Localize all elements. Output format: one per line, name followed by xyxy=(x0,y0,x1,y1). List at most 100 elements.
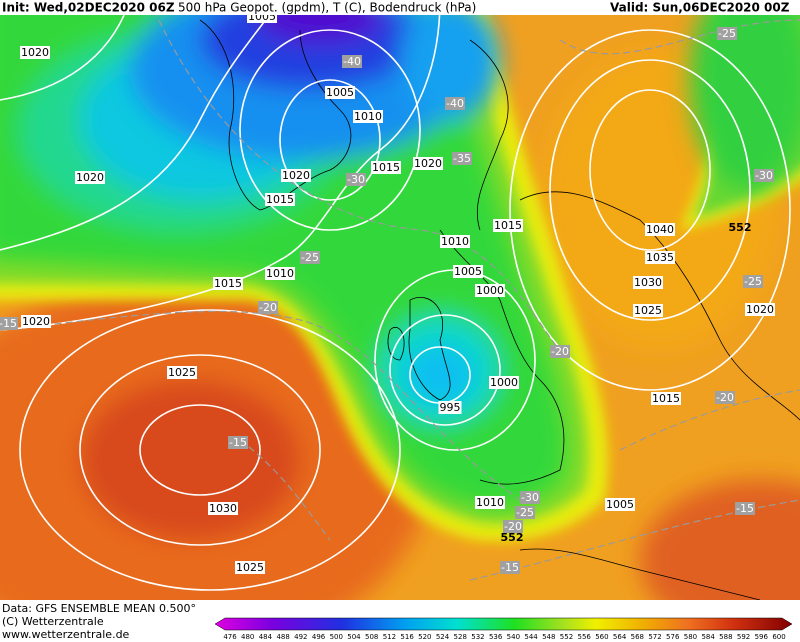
pressure-label-bg xyxy=(633,304,663,317)
pressure-label-bg xyxy=(438,401,462,414)
temperature-label-bg xyxy=(754,169,774,182)
pressure-label: 1020 xyxy=(746,303,774,316)
pressure-label-bg xyxy=(440,235,470,248)
temperature-label-bg xyxy=(258,301,278,314)
coastlines xyxy=(199,19,800,600)
temperature-label: -15 xyxy=(229,436,247,449)
pressure-label: 1015 xyxy=(494,219,522,232)
pressure-label: 1020 xyxy=(282,169,310,182)
pressure-label: 1000 xyxy=(476,284,504,297)
temperature-label-bg xyxy=(445,97,465,110)
height-label: 552 xyxy=(501,531,524,544)
pressure-label-bg xyxy=(371,161,401,174)
temperature-label: -15 xyxy=(736,502,754,515)
temperature-label-bg xyxy=(300,251,320,264)
pressure-label: 1005 xyxy=(606,498,634,511)
pressure-label-bg xyxy=(167,366,197,379)
pressure-label: 1015 xyxy=(214,277,242,290)
pressure-label-bg xyxy=(235,561,265,574)
colorbar-label: 580 xyxy=(684,633,697,641)
colorbar-label: 480 xyxy=(241,633,254,641)
pressure-label: 1035 xyxy=(646,251,674,264)
pressure-label: 1030 xyxy=(634,276,662,289)
colorbar-label: 528 xyxy=(454,633,467,641)
colorbar-label: 544 xyxy=(524,633,538,641)
colorbar-label: 488 xyxy=(276,633,289,641)
height-label: 552 xyxy=(729,221,752,234)
pressure-label: 1030 xyxy=(209,502,237,515)
temperature-label-bg xyxy=(715,391,735,404)
website: www.wetterzentrale.de xyxy=(2,628,130,641)
pressure-label-bg xyxy=(745,303,775,316)
colorbar-label: 520 xyxy=(418,633,431,641)
colorbar-label: 596 xyxy=(755,633,769,641)
pressure-label: 1000 xyxy=(490,376,518,389)
pressure-label: 1020 xyxy=(76,171,104,184)
colorbar-label: 564 xyxy=(613,633,627,641)
pressure-label-bg xyxy=(265,193,295,206)
copyright: (C) Wetterzentrale xyxy=(2,615,104,628)
valid-time: Valid: Sun,06DEC2020 00Z xyxy=(610,1,790,15)
pressure-label-bg xyxy=(75,171,105,184)
pressure-label: 1015 xyxy=(372,161,400,174)
pressure-label: 1040 xyxy=(646,223,674,236)
pressure-label-bg xyxy=(20,46,50,59)
temperature-label: -25 xyxy=(301,251,319,264)
temperature-label-bg xyxy=(520,491,540,504)
colorbar-label: 548 xyxy=(542,633,555,641)
colorbar-label: 492 xyxy=(294,633,307,641)
colorbar-label: 512 xyxy=(383,633,396,641)
pressure-label-bg xyxy=(21,315,51,328)
pressure-label-bg xyxy=(493,219,523,232)
temperature-label: -15 xyxy=(501,561,519,574)
temperature-label-bg xyxy=(743,275,763,288)
pressure-label-bg xyxy=(413,157,443,170)
colorbar-label: 508 xyxy=(365,633,378,641)
pressure-label: 1020 xyxy=(21,46,49,59)
colorbar-label: 536 xyxy=(489,633,503,641)
colorbar-label: 560 xyxy=(595,633,608,641)
colorbar-label: 476 xyxy=(223,633,237,641)
pressure-label-bg xyxy=(265,267,295,280)
colorbar-labels: 476 480 484 488 492 496 500 504 508 512 516 520 524 5… xyxy=(223,633,785,641)
colorbar-label: 524 xyxy=(436,633,450,641)
pressure-label: 1020 xyxy=(22,315,50,328)
colorbar-label: 592 xyxy=(737,633,750,641)
colorbar-label: 496 xyxy=(312,633,326,641)
colorbar-label: 504 xyxy=(347,633,361,641)
temperature-label: -40 xyxy=(343,55,361,68)
colorbar-label: 576 xyxy=(666,633,680,641)
temperature-label-bg xyxy=(550,345,570,358)
pressure-label: 995 xyxy=(440,401,461,414)
pressure-label-bg xyxy=(605,498,635,511)
pressure-label-bg xyxy=(475,496,505,509)
temperature-label: -25 xyxy=(744,275,762,288)
pressure-label: 1010 xyxy=(266,267,294,280)
colorbar-label: 556 xyxy=(578,633,592,641)
temperature-label: -20 xyxy=(259,301,277,314)
temperature-label-bg xyxy=(503,520,523,533)
colorbar-label: 572 xyxy=(648,633,661,641)
pressure-label: 1025 xyxy=(634,304,662,317)
pressure-label-bg xyxy=(453,265,483,278)
header-bar xyxy=(0,0,800,15)
temperature-label-bg xyxy=(717,27,737,40)
colorbar-label: 584 xyxy=(701,633,715,641)
colorbar-label: 568 xyxy=(631,633,644,641)
temperature-label: -30 xyxy=(521,491,539,504)
colorbar-label: 552 xyxy=(560,633,573,641)
temperature-label: -20 xyxy=(504,520,522,533)
colorbar-label: 600 xyxy=(772,633,785,641)
map-title: 500 hPa Geopot. (gpdm), T (C), Bodendruc… xyxy=(178,1,476,15)
pressure-label: 1010 xyxy=(441,235,469,248)
pressure-label-bg xyxy=(645,223,675,236)
pressure-label-bg xyxy=(489,376,519,389)
colorbar-label: 532 xyxy=(471,633,484,641)
colorbar-label: 540 xyxy=(507,633,520,641)
colorbar-label: 516 xyxy=(400,633,414,641)
pressure-label-bg xyxy=(475,284,505,297)
temperature-label: -15 xyxy=(0,317,17,330)
